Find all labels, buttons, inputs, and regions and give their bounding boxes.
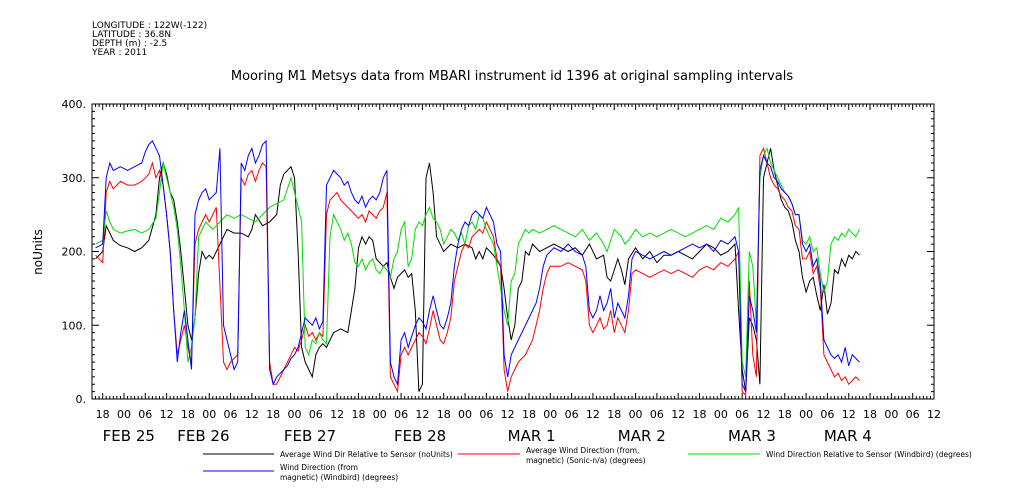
y-tick-label: 400. xyxy=(62,98,87,111)
x-tick-label: 06 xyxy=(820,408,834,421)
x-tick-label: 00 xyxy=(543,408,557,421)
x-tick-label: 12 xyxy=(245,408,259,421)
y-tick-label: 200. xyxy=(62,246,87,259)
x-tick-label: 18 xyxy=(351,408,365,421)
y-tick-label: 100. xyxy=(62,319,87,332)
series-line-0 xyxy=(95,148,860,392)
x-tick-label: 12 xyxy=(756,408,770,421)
x-tick-label: 00 xyxy=(458,408,472,421)
x-tick-label: 06 xyxy=(650,408,664,421)
x-tick-label: 12 xyxy=(415,408,429,421)
x-tick-label: 06 xyxy=(565,408,579,421)
day-label: FEB 26 xyxy=(177,427,229,445)
x-tick-label: 18 xyxy=(437,408,451,421)
x-tick-label: 06 xyxy=(138,408,152,421)
series-line-1 xyxy=(95,146,860,397)
day-label: FEB 28 xyxy=(394,427,446,445)
x-tick-label: 18 xyxy=(266,408,280,421)
x-tick-label: 00 xyxy=(202,408,216,421)
day-label: FEB 27 xyxy=(284,427,336,445)
x-tick-label: 12 xyxy=(671,408,685,421)
axes: 0. 100. 200. 300. 400. 18 00 06 12 18 00 06 12 18 00 06… xyxy=(62,98,942,445)
legend-label: Wind Direction Relative to Sensor (Windb… xyxy=(766,450,972,459)
x-tick-label: 12 xyxy=(501,408,515,421)
x-tick-label: 18 xyxy=(96,408,110,421)
depth-label: DEPTH (m) : -2.5 xyxy=(92,39,168,49)
longitude-label: LONGITUDE : 122W(-122) xyxy=(92,21,208,31)
day-label: MAR 3 xyxy=(728,427,776,445)
x-tick-label: 06 xyxy=(394,408,408,421)
x-tick-label: 06 xyxy=(309,408,323,421)
legend-label: Average Wind Dir Relative to Sensor (noU… xyxy=(280,450,453,459)
year-label: YEAR : 2011 xyxy=(92,48,148,58)
x-tick-label: 06 xyxy=(735,408,749,421)
x-tick-label: 18 xyxy=(181,408,195,421)
x-tick-label: 00 xyxy=(799,408,813,421)
x-tick-label: 18 xyxy=(607,408,621,421)
x-tick-label: 18 xyxy=(863,408,877,421)
x-tick-label: 00 xyxy=(714,408,728,421)
x-tick-label: 00 xyxy=(629,408,643,421)
x-tick-label: 18 xyxy=(693,408,707,421)
day-label: MAR 1 xyxy=(508,427,556,445)
x-tick-label: 12 xyxy=(927,408,941,421)
x-tick-label: 00 xyxy=(884,408,898,421)
legend-label: Average Wind Direction (from, xyxy=(526,446,639,455)
series-line-3 xyxy=(95,139,860,392)
x-tick-label: 06 xyxy=(224,408,238,421)
x-tick-label: 12 xyxy=(330,408,344,421)
plot-area xyxy=(95,139,860,397)
x-tick-label: 12 xyxy=(842,408,856,421)
x-tick-label: 00 xyxy=(373,408,387,421)
x-tick-label: 06 xyxy=(479,408,493,421)
x-tick-label: 18 xyxy=(522,408,536,421)
legend: Average Wind Dir Relative to Sensor (noU… xyxy=(203,446,972,482)
x-tick-label: 12 xyxy=(160,408,174,421)
y-tick-label: 0. xyxy=(76,393,87,406)
legend-label: magnetic) (Sonic-n/a) (degrees) xyxy=(526,456,646,465)
x-tick-label: 18 xyxy=(778,408,792,421)
series-line-2 xyxy=(95,146,860,378)
day-label: MAR 2 xyxy=(618,427,666,445)
x-tick-label: 06 xyxy=(906,408,920,421)
day-label: FEB 25 xyxy=(103,427,155,445)
x-tick-label: 12 xyxy=(586,408,600,421)
latitude-label: LATITUDE : 36.8N xyxy=(92,30,172,40)
legend-label: Wind Direction (from xyxy=(280,463,358,472)
y-axis-label: noUnits xyxy=(31,229,45,275)
day-label: MAR 4 xyxy=(824,427,872,445)
chart-title: Mooring M1 Metsys data from MBARI instru… xyxy=(231,69,793,84)
legend-label: magnetic) (Windbird) (degrees) xyxy=(280,473,398,482)
x-tick-label: 00 xyxy=(117,408,131,421)
x-tick-label: 00 xyxy=(288,408,302,421)
y-tick-label: 300. xyxy=(62,172,87,185)
